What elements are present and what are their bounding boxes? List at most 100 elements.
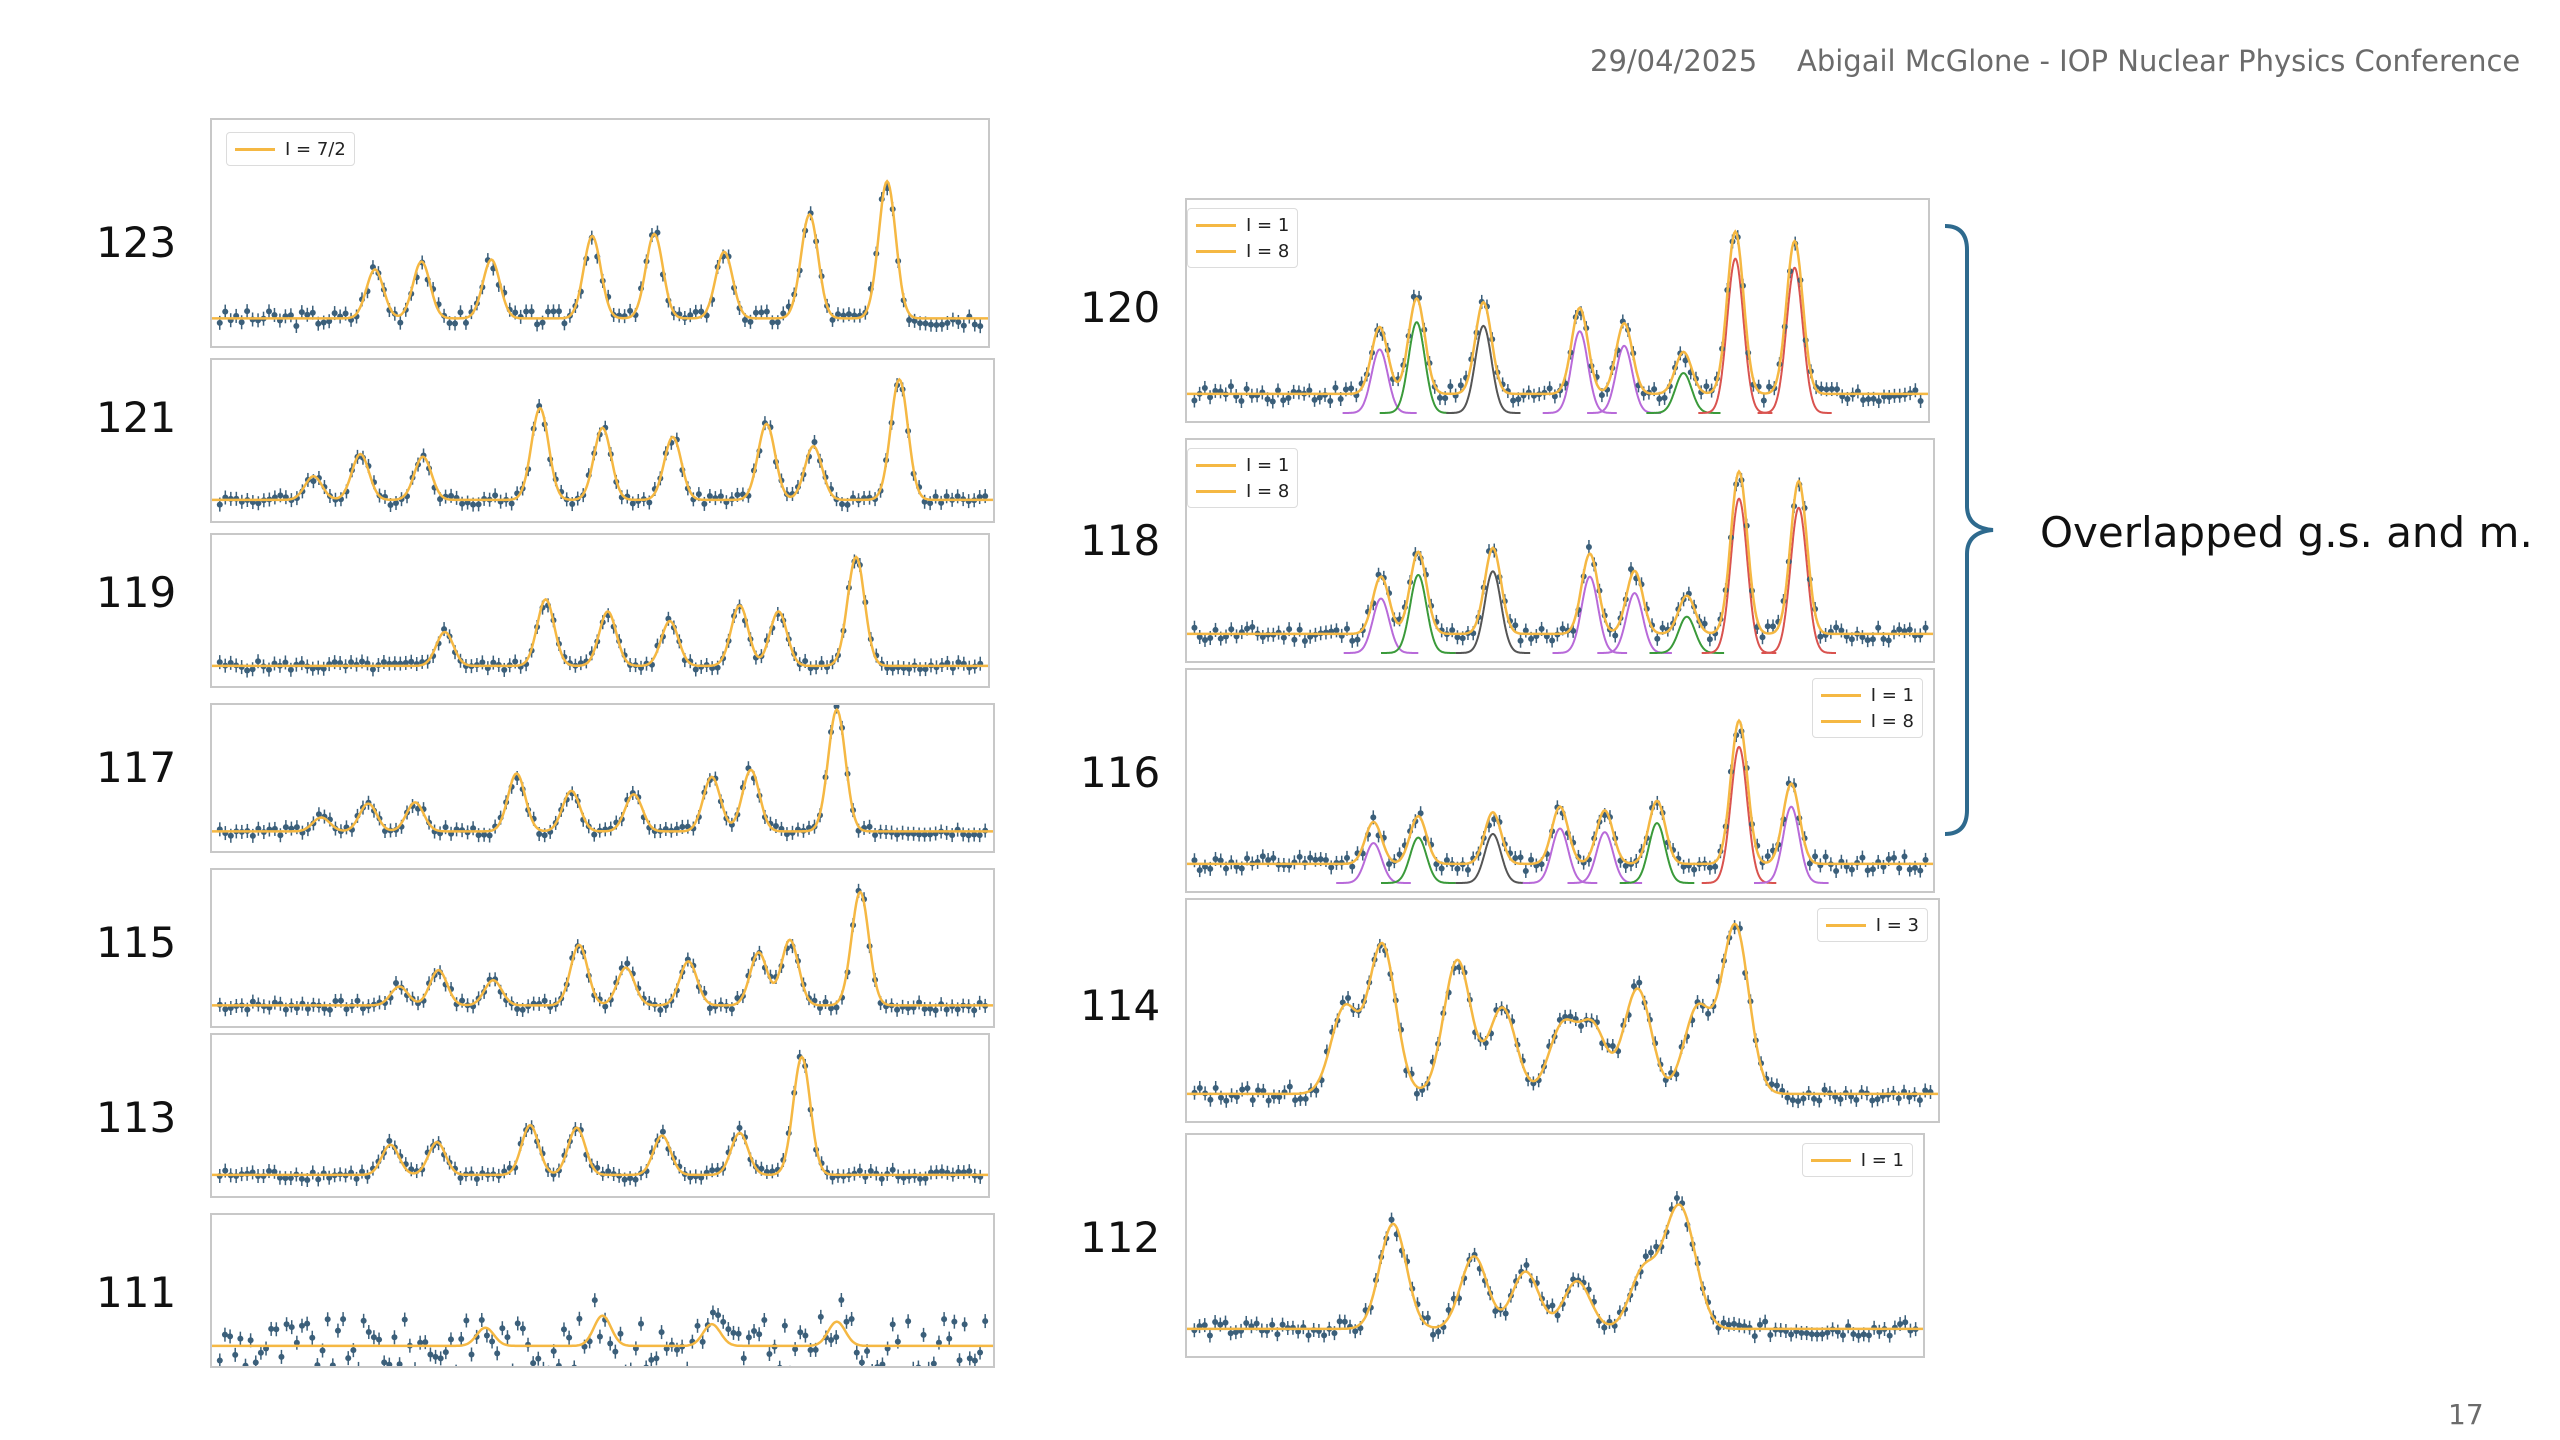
data-point: [442, 1345, 449, 1360]
data-point: [848, 1311, 855, 1326]
data-point: [777, 1360, 783, 1366]
component-curve: [1455, 833, 1531, 884]
data-point: [1832, 1089, 1839, 1104]
data-point: [766, 1347, 773, 1362]
data-point: [519, 1321, 526, 1336]
data-point: [638, 660, 645, 675]
data-point: [1191, 620, 1198, 635]
data-point: [386, 1357, 393, 1366]
data-point: [956, 1353, 963, 1366]
data-point: [288, 1320, 295, 1335]
data-point: [1274, 383, 1281, 398]
data-point: [1530, 1076, 1537, 1091]
data-point: [288, 821, 295, 836]
data-point: [1248, 388, 1255, 403]
data-point: [1741, 1319, 1748, 1334]
data-point: [899, 825, 906, 840]
data-point: [309, 1165, 316, 1180]
data-point: [977, 1345, 984, 1360]
spectrum-panel-117: [210, 703, 995, 853]
component-curve: [1701, 745, 1777, 884]
data-point: [293, 1001, 300, 1016]
data-point: [829, 1170, 836, 1185]
data-point: [905, 826, 912, 841]
data-point: [912, 1361, 915, 1366]
data-point: [227, 313, 234, 328]
data-point: [464, 495, 471, 510]
data-point: [359, 1001, 366, 1016]
data-point: [1302, 1091, 1309, 1106]
spectrum-plot: [1187, 718, 1933, 884]
data-point: [357, 1361, 360, 1366]
data-point: [828, 1332, 835, 1347]
fit-curve: [212, 179, 988, 320]
data-point: [933, 660, 940, 675]
data-point: [928, 1165, 935, 1180]
data-point: [1875, 394, 1882, 409]
data-point: [1295, 385, 1302, 400]
data-point: [769, 1164, 776, 1179]
data-point: [1276, 1090, 1283, 1105]
data-point: [1238, 394, 1245, 409]
data-point: [977, 319, 984, 334]
data-point: [1701, 616, 1708, 631]
isotope-label-115: 115: [96, 918, 177, 967]
data-point: [1886, 389, 1893, 404]
data-point: [483, 1328, 490, 1343]
isotope-label-114: 114: [1080, 981, 1161, 1030]
data-point: [550, 304, 557, 319]
legend-112: I = 1: [1801, 1143, 1913, 1177]
data-point: [1917, 863, 1924, 878]
data-point: [843, 1314, 850, 1329]
spectrum-plot: [212, 1292, 993, 1366]
spectrum-panel-115: [210, 868, 995, 1028]
data-point: [364, 1169, 371, 1184]
data-point: [337, 656, 344, 671]
data-point: [560, 1322, 567, 1337]
data-point: [458, 1331, 465, 1346]
fit-curve: [212, 890, 993, 1007]
spectrum-panel-112: I = 1: [1185, 1133, 1925, 1358]
data-point: [453, 490, 460, 505]
data-point: [1191, 1323, 1198, 1338]
data-point: [1858, 1085, 1865, 1100]
data-point: [1764, 619, 1771, 634]
data-point: [1812, 849, 1819, 864]
data-point: [1751, 1329, 1758, 1344]
data-point: [490, 655, 497, 670]
data-point: [216, 1353, 223, 1366]
legend-swatch: [1810, 1158, 1851, 1162]
data-point: [906, 1169, 913, 1184]
data-point: [1345, 991, 1352, 1006]
data-point: [1816, 1093, 1823, 1108]
data-point: [1327, 393, 1334, 408]
data-point: [523, 304, 530, 319]
data-point: [268, 1321, 275, 1336]
data-point: [960, 1165, 967, 1180]
component-curve: [1542, 330, 1617, 414]
overlap-bracket: [1944, 224, 1994, 836]
data-point: [1471, 1247, 1478, 1262]
data-point: [822, 995, 829, 1010]
data-point: [309, 1330, 316, 1345]
data-point: [1886, 1328, 1893, 1343]
data-point: [982, 1314, 989, 1329]
data-point: [1201, 380, 1208, 395]
data-point: [238, 494, 245, 509]
data-point: [1549, 1298, 1556, 1313]
data-point: [1864, 863, 1871, 878]
data-point: [252, 1355, 259, 1366]
data-point: [334, 1323, 341, 1338]
data-point: [1328, 624, 1335, 639]
data-point: [866, 490, 873, 505]
data-point: [850, 490, 857, 505]
data-point: [1349, 633, 1356, 648]
fit-curve: [1187, 718, 1933, 866]
data-point: [1201, 632, 1208, 647]
data-point: [663, 1341, 670, 1356]
spectrum-panel-121: [210, 358, 995, 523]
component-curve: [1343, 597, 1419, 654]
data-point: [1259, 629, 1266, 644]
data-point: [271, 490, 278, 505]
legend-swatch: [1196, 249, 1236, 253]
